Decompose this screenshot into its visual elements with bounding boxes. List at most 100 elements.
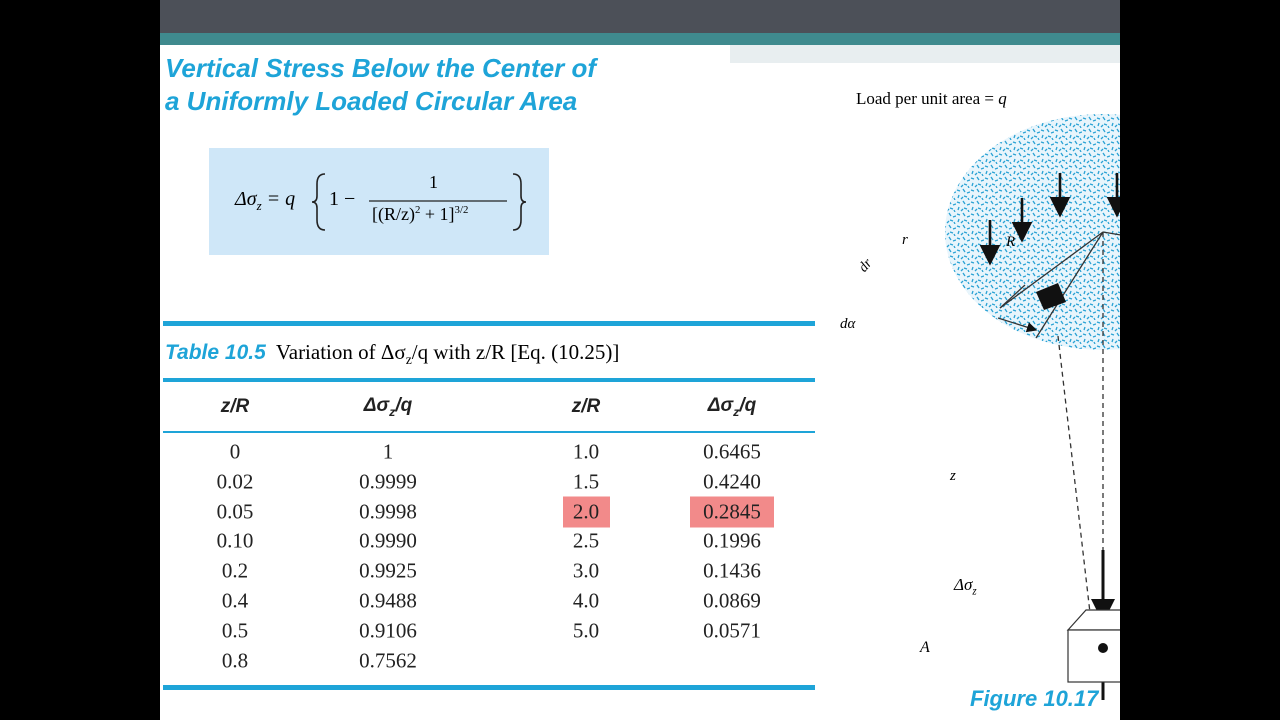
- figure-label: dα: [840, 316, 856, 332]
- cell-text: 2.0: [562, 496, 610, 528]
- caption-text: /q with z/R [Eq. (10.25)]: [411, 340, 620, 364]
- top-stripe: [160, 33, 1120, 45]
- figure-label: A: [920, 639, 930, 656]
- cell-text: 0.9998: [359, 499, 417, 524]
- table-cell: 0.9990: [333, 529, 443, 554]
- cell-text: 0.1996: [703, 528, 761, 553]
- header-text: Δσ: [363, 395, 390, 417]
- table-cell: 1.5: [531, 469, 641, 494]
- cell-text: 0.9990: [359, 528, 417, 553]
- table-cell: 0.02: [180, 469, 290, 494]
- header-text: /q: [395, 395, 413, 417]
- formula-text: = q: [266, 188, 296, 210]
- table-cell: 0.1996: [677, 529, 787, 554]
- table-cell: 0.4240: [677, 469, 787, 494]
- cell-text: 0.9106: [359, 618, 417, 643]
- cell-text: 2.5: [572, 528, 600, 553]
- figure-text: q: [998, 89, 1007, 108]
- table-cell: 0: [180, 440, 290, 465]
- formula-box: Δσz = q 1 − 1 [(R/z)2 + 1]3/2: [209, 148, 549, 255]
- formula-exp: 3/2: [454, 204, 469, 216]
- figure-label: R: [1006, 234, 1016, 250]
- cell-text: 0.4: [221, 588, 249, 613]
- formula-text: [(R/z): [372, 204, 415, 224]
- figure-text: Δσ: [954, 575, 973, 594]
- table-cell: 0.9925: [333, 559, 443, 584]
- cell-text: 0.9999: [359, 469, 417, 494]
- column-header: Δσz/q: [677, 395, 787, 419]
- table-label: Table 10.5: [165, 341, 266, 364]
- figure: [945, 114, 1120, 700]
- table-cell: 0.8: [180, 648, 290, 673]
- top-stripe-fade: [730, 45, 1120, 63]
- table-cell: 0.7562: [333, 648, 443, 673]
- formula-sub: z: [256, 198, 262, 213]
- table-cell: 0.2845: [677, 496, 787, 528]
- cell-text: 0.6465: [703, 439, 761, 464]
- table-cell: 0.0571: [677, 618, 787, 643]
- cell-text: 0.0869: [703, 588, 761, 613]
- cell-text: 0.9488: [359, 588, 417, 613]
- table-cell: 1.0: [531, 440, 641, 465]
- formula-text: 1 −: [329, 188, 356, 210]
- table-rule: [163, 685, 815, 690]
- table-caption: Table 10.5 Variation of Δσz/q with z/R […: [165, 340, 619, 368]
- cell-text: 0.2: [221, 558, 249, 583]
- header-text: Δσ: [707, 395, 734, 417]
- table-cell: 0.1436: [677, 559, 787, 584]
- cell-text: 0.7562: [359, 648, 417, 673]
- formula-denominator: [(R/z)2 + 1]3/2: [372, 204, 468, 225]
- table-cell: 0.4: [180, 589, 290, 614]
- table-cell: 0.05: [180, 499, 290, 524]
- cell-text: 5.0: [572, 618, 600, 643]
- cell-text: 0.02: [216, 469, 254, 494]
- formula-lhs: Δσz = q: [235, 188, 295, 214]
- figure-label: r: [902, 232, 908, 248]
- table-rule: [163, 431, 815, 433]
- cell-text: 0.0571: [703, 618, 761, 643]
- cell-text: 0.4240: [703, 469, 761, 494]
- column-header: z/R: [531, 396, 641, 418]
- table-cell: 2.0: [531, 496, 641, 528]
- formula-exp: 2: [414, 204, 421, 216]
- table-cell: 3.0: [531, 559, 641, 584]
- header-sub: z: [733, 404, 740, 419]
- figure-label: z: [950, 468, 956, 484]
- table-cell: 2.5: [531, 529, 641, 554]
- table-cell: 1: [333, 440, 443, 465]
- slide: Vertical Stress Below the Center of a Un…: [160, 0, 1120, 720]
- table-cell: 0.9998: [333, 499, 443, 524]
- cell-text: 0.1436: [703, 558, 761, 583]
- table-cell: 5.0: [531, 618, 641, 643]
- table-cell: 0.6465: [677, 440, 787, 465]
- load-label: Load per unit area = q: [856, 89, 1007, 109]
- caption-text: Variation of Δσ: [275, 340, 406, 364]
- cell-text: 0.9925: [359, 558, 417, 583]
- cell-text: 1.5: [572, 469, 600, 494]
- figure-label: Δσz: [954, 575, 977, 597]
- figure-sub: z: [972, 585, 977, 598]
- cell-text: 4.0: [572, 588, 600, 613]
- caption-sub: z: [405, 352, 412, 368]
- table-rule: [163, 321, 815, 326]
- table-cell: 4.0: [531, 589, 641, 614]
- header-text: z/R: [220, 396, 250, 417]
- table-cell: 0.2: [180, 559, 290, 584]
- title-line: a Uniformly Loaded Circular Area: [165, 86, 578, 116]
- cell-text: 0.5: [221, 618, 249, 643]
- figure-text: Load per unit area =: [856, 89, 999, 108]
- table-cell: 0.0869: [677, 589, 787, 614]
- table-cell: 0.10: [180, 529, 290, 554]
- table-cell: 0.9999: [333, 469, 443, 494]
- cell-text: 0.8: [221, 648, 249, 673]
- column-header: z/R: [180, 396, 290, 418]
- table-cell: 0.9488: [333, 589, 443, 614]
- cell-text: 1: [382, 439, 394, 464]
- column-header: Δσz/q: [333, 395, 443, 419]
- formula-braces: [311, 173, 527, 231]
- cell-text: 0.2845: [690, 496, 774, 528]
- top-bar: [160, 0, 1120, 33]
- formula-text: Δσ: [235, 188, 257, 210]
- cell-text: 3.0: [572, 558, 600, 583]
- header-sub: z: [389, 404, 396, 419]
